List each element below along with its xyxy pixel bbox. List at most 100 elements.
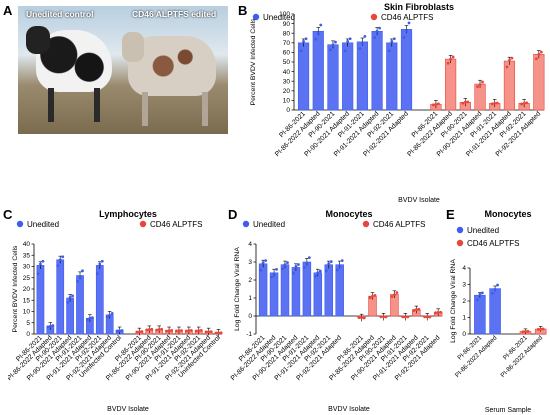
- chart-monocytes-isolates: Monocytes Unedited CD46 ALPTFS -1 0 1 2 3 4 Log F…: [230, 209, 443, 413]
- replicate-point: [329, 48, 332, 52]
- photo-caption-edited: CD46 ALPTFS edited: [132, 9, 217, 19]
- edited-cow-leg: [142, 92, 148, 126]
- y-tick-label: -1: [246, 331, 252, 338]
- replicate-point: [478, 293, 482, 296]
- y-tick-label: 3: [462, 282, 466, 289]
- replicate-point: [204, 330, 208, 334]
- replicate-point: [539, 50, 543, 54]
- replicate-point: [199, 328, 203, 332]
- replicate-point: [439, 310, 443, 314]
- replicate-point: [147, 328, 151, 331]
- replicate-point: [387, 49, 391, 53]
- y-tick-label: 15: [23, 297, 31, 304]
- replicate-point: [219, 331, 223, 335]
- bar: [503, 60, 516, 111]
- replicate-point: [466, 100, 470, 104]
- replicate-point: [189, 329, 193, 332]
- replicate-point: [434, 311, 438, 315]
- replicate-point: [423, 315, 427, 319]
- replicate-point: [91, 316, 94, 320]
- replicate-point: [100, 259, 104, 263]
- y-tick-label: 80: [283, 30, 291, 37]
- replicate-point: [525, 101, 529, 105]
- replicate-point: [207, 330, 211, 334]
- replicate-point: [51, 324, 55, 327]
- replicate-point: [187, 329, 191, 332]
- bar: [297, 42, 310, 111]
- replicate-point: [98, 262, 102, 266]
- replicate-point: [283, 263, 287, 267]
- bar: [489, 288, 501, 335]
- panel-letter-e: E: [446, 207, 455, 222]
- replicate-point: [390, 40, 394, 43]
- bar: [95, 265, 104, 335]
- x-axis-label: BVDV Isolate: [107, 406, 149, 413]
- replicate-point: [405, 29, 408, 33]
- y-tick-label: 40: [23, 241, 31, 248]
- replicate-point: [395, 291, 399, 295]
- replicate-point: [177, 329, 181, 333]
- replicate-point: [368, 296, 372, 300]
- y-tick-label: 60: [283, 50, 291, 57]
- replicate-point: [432, 103, 435, 107]
- replicate-point: [194, 329, 198, 333]
- replicate-point: [379, 315, 383, 319]
- y-tick-label: 25: [23, 275, 31, 282]
- replicate-point: [520, 102, 524, 106]
- replicate-point: [304, 37, 308, 41]
- y-tick-label: 0: [248, 313, 252, 320]
- replicate-point: [165, 329, 168, 333]
- replicate-point: [327, 262, 331, 266]
- replicate-point: [66, 300, 70, 304]
- y-axis-label: Log Fold Change Viral RNA: [234, 247, 241, 331]
- bar: [258, 263, 268, 317]
- bar: [386, 42, 398, 111]
- replicate-point: [526, 329, 530, 333]
- replicate-point: [184, 329, 188, 333]
- replicate-point: [437, 102, 440, 106]
- replicate-point: [316, 271, 320, 275]
- unedited-cow-head: [26, 26, 50, 54]
- replicate-point: [536, 328, 540, 331]
- replicate-point: [313, 274, 317, 278]
- chart-skin-fibroblasts: Skin Fibroblasts Unedited CD46 ALPTFS 0 10 20…: [250, 2, 545, 204]
- replicate-point: [140, 330, 144, 333]
- replicate-point: [135, 330, 139, 334]
- panel-letter-b: B: [238, 3, 248, 18]
- replicate-point: [537, 52, 541, 56]
- replicate-point: [382, 315, 385, 319]
- replicate-point: [363, 34, 367, 38]
- replicate-point: [272, 272, 276, 276]
- replicate-point: [118, 329, 121, 333]
- replicate-point: [407, 21, 411, 25]
- replicate-point: [539, 327, 543, 331]
- replicate-point: [41, 259, 45, 263]
- replicate-point: [393, 293, 396, 297]
- y-tick-label: 20: [23, 286, 31, 293]
- replicate-point: [505, 65, 509, 69]
- replicate-point: [170, 328, 173, 332]
- y-tick-label: 4: [248, 241, 252, 248]
- y-tick-label: 0: [462, 331, 466, 338]
- y-tick-label: 5: [26, 320, 30, 327]
- replicate-point: [463, 100, 467, 104]
- replicate-point: [331, 43, 335, 47]
- replicate-point: [436, 311, 440, 314]
- replicate-point: [357, 316, 361, 320]
- replicate-point: [217, 331, 220, 335]
- replicate-point: [434, 102, 438, 106]
- y-axis-label: Percent BVDV Infected Cells: [250, 18, 257, 105]
- legend-label: Unedited: [263, 13, 295, 22]
- y-tick-label: 30: [23, 264, 31, 271]
- replicate-point: [508, 58, 511, 62]
- legend-label: Unedited: [253, 220, 285, 229]
- replicate-point: [358, 47, 362, 51]
- y-tick-label: 20: [283, 88, 291, 95]
- replicate-point: [302, 40, 305, 43]
- chart-title: Monocytes: [325, 209, 372, 219]
- y-tick-label: 1: [248, 295, 252, 302]
- legend-label: CD46 ALPTFS: [467, 239, 519, 248]
- replicate-point: [270, 275, 273, 279]
- y-tick-label: 100: [279, 11, 290, 18]
- y-tick-label: 40: [283, 69, 291, 76]
